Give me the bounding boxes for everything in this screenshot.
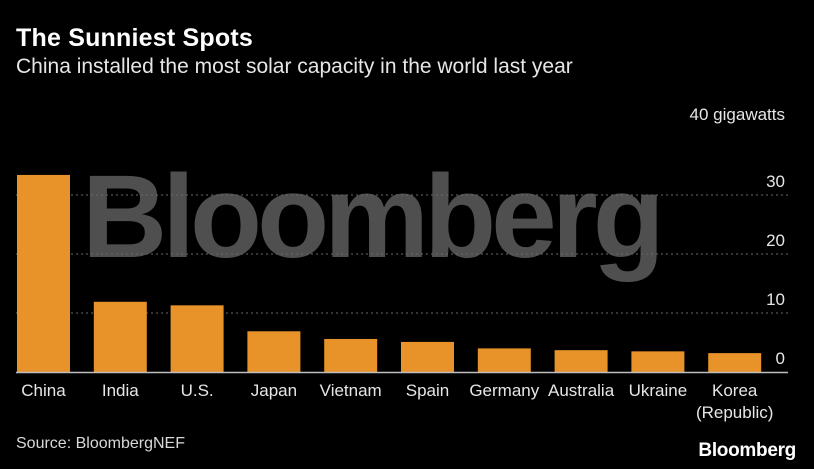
x-tick-label: Australia	[548, 381, 615, 400]
x-tick-label: U.S.	[181, 381, 214, 400]
y-tick-label: 10	[766, 290, 785, 309]
x-tick-label: India	[102, 381, 139, 400]
y-tick-label: 0	[776, 349, 785, 368]
x-tick-label: Korea	[712, 381, 758, 400]
bar	[324, 338, 378, 372]
bar	[477, 348, 531, 372]
y-axis-unit-label: 40 gigawatts	[690, 105, 785, 124]
bar	[93, 301, 147, 372]
source-note: Source: BloombergNEF	[16, 435, 185, 452]
x-tick-label: Japan	[251, 381, 297, 400]
bloomberg-watermark: Bloomberg	[82, 151, 665, 283]
chart-subtitle: China installed the most solar capacity …	[16, 55, 573, 78]
chart-title: The Sunniest Spots	[16, 24, 253, 52]
bar	[631, 351, 685, 372]
x-tick-label: China	[21, 381, 66, 400]
bar	[401, 341, 454, 372]
x-tick-label: Germany	[469, 381, 539, 400]
bar	[247, 331, 301, 372]
bar	[554, 350, 608, 372]
bloomberg-logo: Bloomberg	[698, 440, 796, 461]
y-tick-label: 20	[766, 231, 785, 250]
x-tick-label: Spain	[406, 381, 449, 400]
y-tick-label: 30	[766, 172, 785, 191]
x-tick-label: Ukraine	[629, 381, 688, 400]
x-tick-label: (Republic)	[696, 403, 773, 422]
bar	[170, 305, 224, 372]
x-tick-label: Vietnam	[320, 381, 382, 400]
bar	[708, 353, 762, 372]
bar	[17, 174, 70, 372]
